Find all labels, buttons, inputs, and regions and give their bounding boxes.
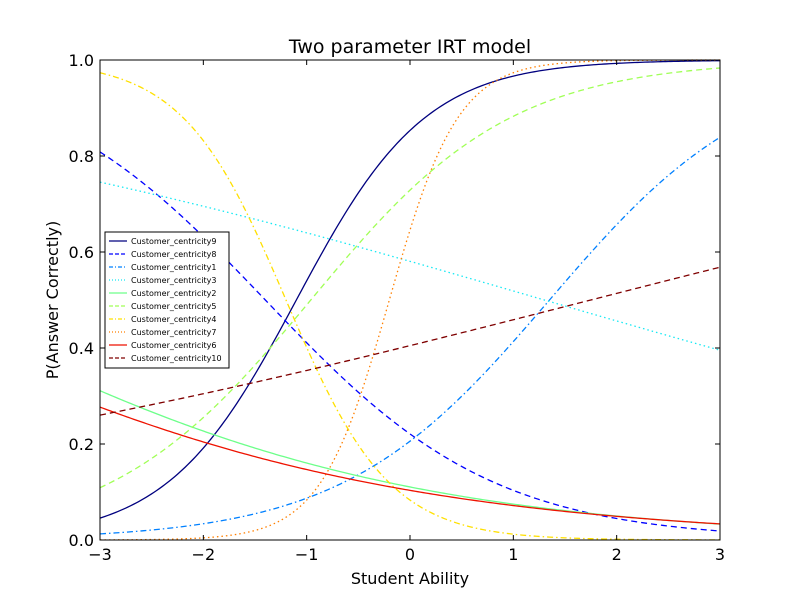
y-tick-label: 0.4 [69, 339, 94, 358]
series-line-6 [99, 67, 721, 489]
y-tick-label: 0.2 [69, 435, 94, 454]
y-tick-label: 0.0 [69, 531, 94, 550]
legend-label: Customer_centricity6 [131, 341, 216, 350]
series-line-9 [99, 406, 721, 525]
x-tick-label: 1 [508, 545, 518, 564]
legend-label: Customer_centricity3 [131, 276, 216, 285]
y-tick-label: 0.8 [69, 147, 94, 166]
x-tick-label: 0 [405, 545, 415, 564]
legend-label: Customer_centricity7 [131, 328, 216, 337]
x-tick-label: −3 [88, 545, 112, 564]
x-tick-label: −1 [295, 545, 319, 564]
legend-label: Customer_centricity4 [131, 315, 216, 324]
y-axis-label: P(Answer Correctly) [43, 221, 62, 379]
series-line-10 [99, 266, 721, 416]
series-line-3 [99, 136, 721, 535]
x-tick-label: 2 [612, 545, 622, 564]
y-tick-label: 0.6 [69, 243, 94, 262]
x-tick-label: −2 [192, 545, 216, 564]
legend-label: Customer_centricity5 [131, 302, 216, 311]
legend-label: Customer_centricity1 [131, 263, 216, 272]
chart-title: Two parameter IRT model [288, 36, 531, 58]
legend-label: Customer_centricity9 [131, 237, 216, 246]
legend: Customer_centricity9 Customer_centricity8… [104, 231, 230, 369]
legend-label: Customer_centricity2 [131, 289, 216, 298]
legend-label: Customer_centricity10 [131, 354, 222, 363]
series-line-5 [99, 390, 721, 525]
series-line-4 [99, 181, 721, 351]
y-tick-label: 1.0 [69, 51, 94, 70]
axis-ticks: −3 −2 −1 0 1 2 3 0.0 0.2 0.4 0.6 0.8 1.0 [69, 51, 726, 564]
legend-label: Customer_centricity8 [131, 250, 216, 259]
x-axis-label: Student Ability [351, 569, 469, 588]
x-tick-label: 3 [715, 545, 725, 564]
